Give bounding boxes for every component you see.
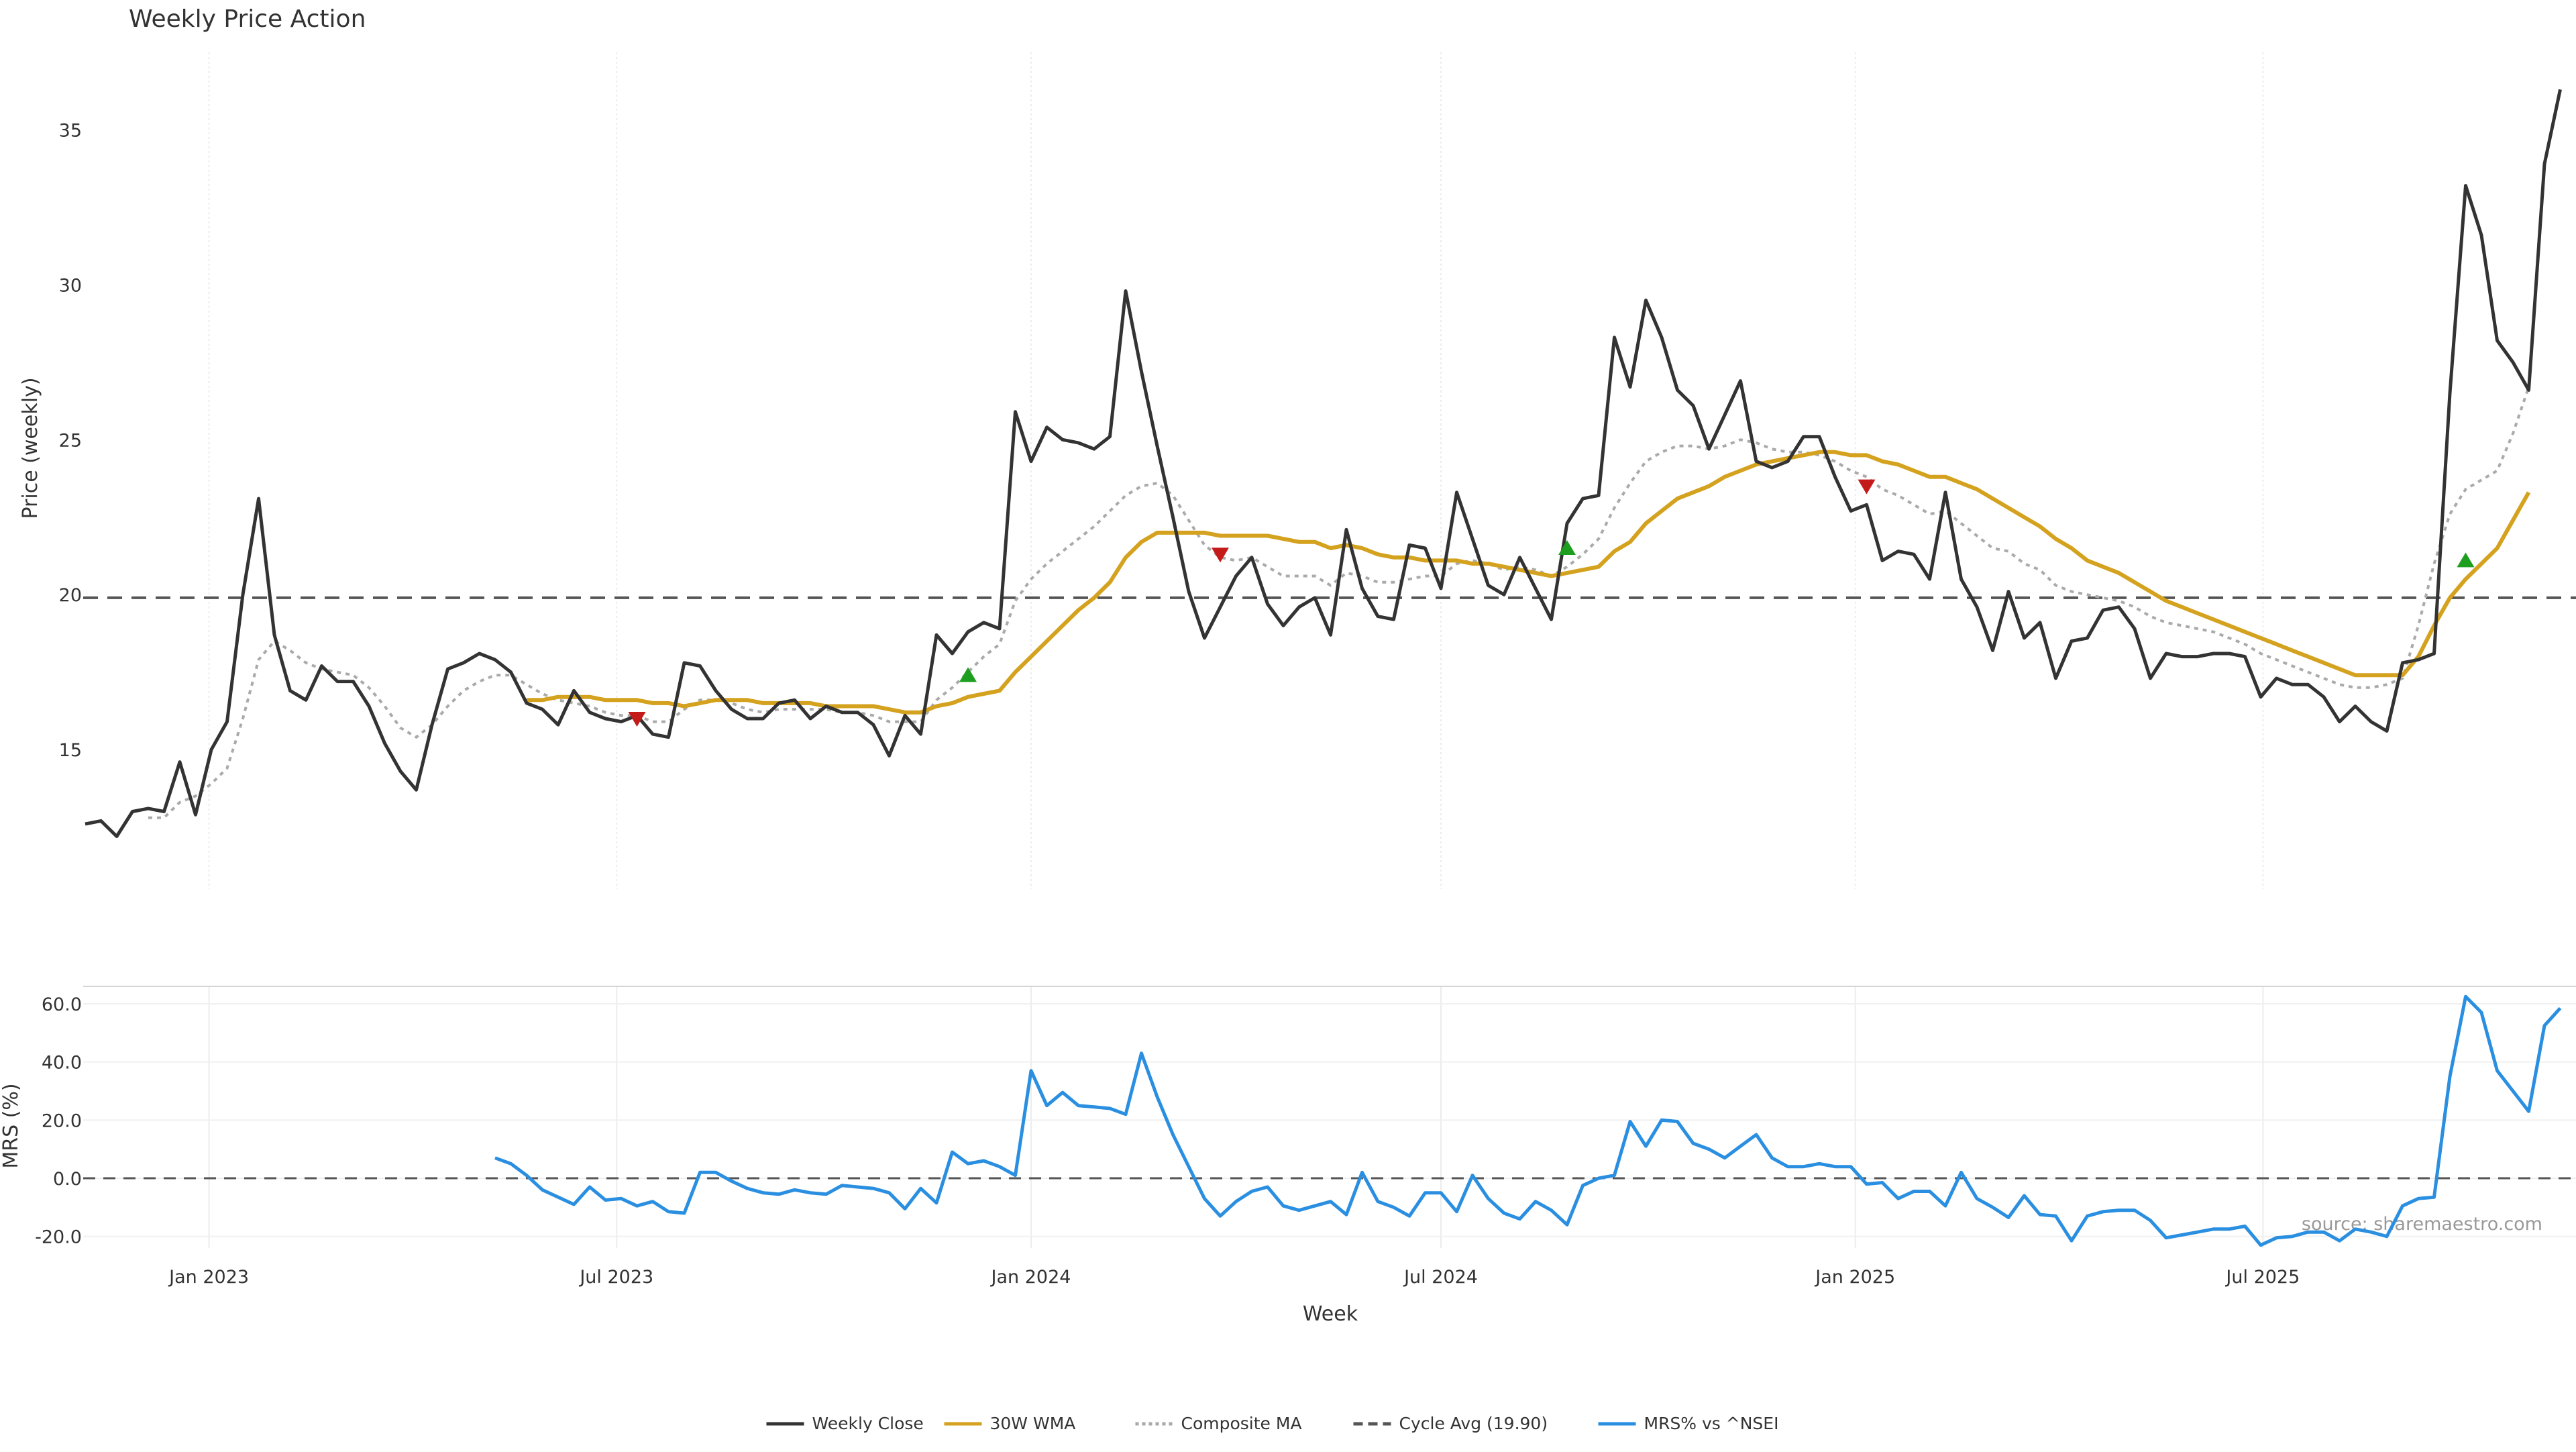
price-y-tick-label: 15 xyxy=(59,740,82,761)
mrs-y-tick-label: -20.0 xyxy=(35,1227,82,1248)
legend-label: Weekly Close xyxy=(812,1414,924,1433)
price-y-tick-label: 25 xyxy=(59,430,82,451)
mrs-series-line xyxy=(494,994,2562,1247)
legend-label: Cycle Avg (19.90) xyxy=(1399,1414,1548,1433)
x-tick-label: Jul 2025 xyxy=(2224,1267,2300,1288)
legend-label: 30W WMA xyxy=(990,1414,1076,1433)
legend-label: Composite MA xyxy=(1181,1414,1302,1433)
x-tick-label: Jul 2024 xyxy=(1403,1267,1478,1288)
x-tick-label: Jan 2025 xyxy=(1814,1267,1895,1288)
price-y-tick-label: 20 xyxy=(59,585,82,606)
mrs-y-tick-label: 40.0 xyxy=(42,1053,82,1074)
buy-signal-marker xyxy=(2457,552,2475,568)
sell-signal-marker xyxy=(1212,548,1229,563)
price-y-tick-label: 30 xyxy=(59,275,82,296)
x-tick-label: Jan 2024 xyxy=(990,1267,1071,1288)
x-tick-label: Jul 2023 xyxy=(578,1267,653,1288)
mrs-y-tick-label: 60.0 xyxy=(42,994,82,1015)
buy-signal-marker xyxy=(959,667,977,682)
source-note: source: sharemaestro.com xyxy=(2302,1214,2542,1235)
composite-ma-series-line xyxy=(148,386,2530,819)
legend: Weekly Close 30W WMA Composite MA Cycle Avg… xyxy=(766,1414,1779,1433)
wma-30w-series-line xyxy=(527,450,2531,715)
legend-label: MRS% vs ^NSEI xyxy=(1644,1414,1779,1433)
mrs-y-tick-label: 0.0 xyxy=(53,1169,82,1190)
gridlines xyxy=(83,52,2576,1248)
mrs-y-axis-label: MRS (%) xyxy=(0,1083,23,1168)
x-tick-label: Jan 2023 xyxy=(168,1267,249,1288)
chart-title: Weekly Price Action xyxy=(129,5,366,33)
price-y-tick-label: 35 xyxy=(59,120,82,141)
price-y-axis-label: Price (weekly) xyxy=(19,377,42,519)
sell-signal-marker xyxy=(1858,479,1876,495)
weekly-close-series-line xyxy=(85,89,2562,838)
buy-signal-marker xyxy=(1558,539,1576,555)
mrs-y-tick-label: 20.0 xyxy=(42,1110,82,1131)
x-axis-label: Week xyxy=(1303,1302,1358,1326)
sell-signal-marker xyxy=(628,711,646,727)
